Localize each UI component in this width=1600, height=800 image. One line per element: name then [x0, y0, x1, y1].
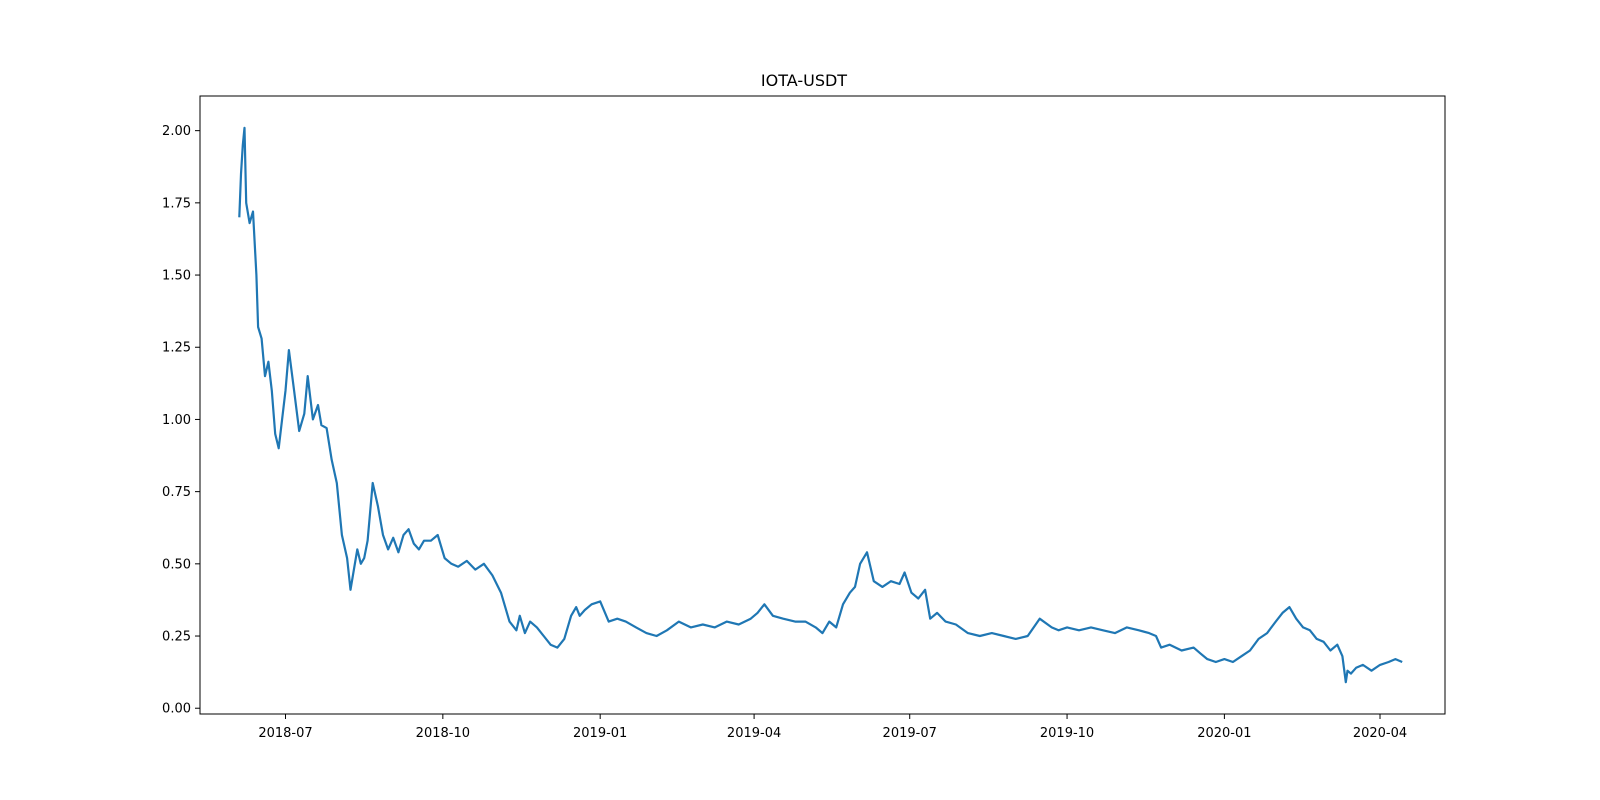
y-axis: 0.00 0.25 0.50 0.75 1.00 1.25 1.50 1.75 2.00	[162, 124, 200, 717]
x-tick-label: 2018-07	[258, 726, 312, 741]
plot-area	[238, 126, 1403, 684]
y-tick-label: 1.50	[162, 269, 191, 284]
x-tick-label: 2020-01	[1197, 726, 1251, 741]
x-tick-label: 2019-07	[883, 726, 937, 741]
y-tick-label: 2.00	[162, 124, 191, 139]
x-tick-label: 2019-10	[1040, 726, 1094, 741]
y-tick-label: 1.00	[162, 413, 191, 428]
chart-title: IOTA-USDT	[761, 71, 847, 90]
y-tick-label: 0.00	[162, 702, 191, 717]
x-tick-label: 2020-04	[1353, 726, 1407, 741]
series-line	[238, 126, 1403, 684]
x-axis: 2018-07 2018-10 2019-01 2019-04 2019-07 2019-…	[258, 714, 1407, 741]
x-tick-label: 2019-04	[727, 726, 781, 741]
y-tick-label: 1.75	[162, 196, 191, 211]
x-tick-label: 2018-10	[416, 726, 470, 741]
y-tick-label: 0.75	[162, 485, 191, 500]
y-tick-label: 1.25	[162, 341, 191, 356]
y-tick-label: 0.50	[162, 557, 191, 572]
x-tick-label: 2019-01	[573, 726, 627, 741]
axes-frame	[199, 95, 1446, 715]
y-tick-label: 0.25	[162, 630, 191, 645]
